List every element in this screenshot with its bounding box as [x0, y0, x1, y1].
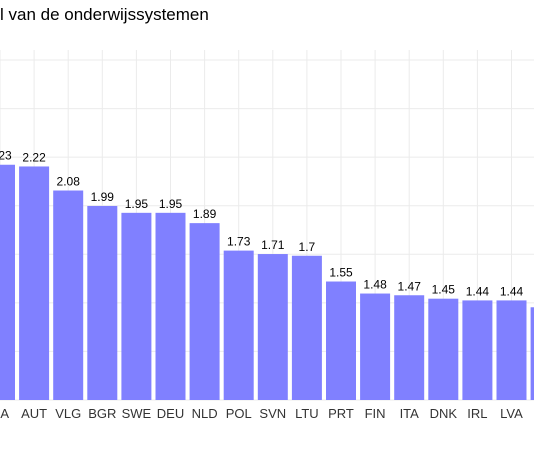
x-tick-label: RA	[0, 406, 9, 421]
bar	[428, 298, 459, 400]
chart-title: l van de onderwijssystemen	[0, 5, 209, 24]
bar	[189, 223, 220, 400]
bar	[530, 307, 534, 400]
x-tick-label: SWE	[122, 406, 152, 421]
value-label: 1.47	[398, 279, 422, 293]
bar	[87, 205, 118, 400]
x-tick-label: DEU	[157, 406, 184, 421]
value-label: 1.45	[432, 283, 456, 297]
bar	[257, 254, 288, 400]
x-tick-label: NLD	[192, 406, 218, 421]
x-tick-label: BGR	[88, 406, 116, 421]
bar	[53, 190, 84, 400]
bar	[360, 293, 391, 400]
bar	[155, 212, 186, 400]
bar	[291, 255, 322, 400]
bar	[223, 250, 254, 400]
x-tick-label: POL	[226, 406, 252, 421]
x-tick-label: AUT	[21, 406, 47, 421]
value-label: 1.44	[500, 284, 524, 298]
value-label: 1.89	[193, 207, 217, 221]
bar	[19, 166, 50, 400]
value-label: 2.08	[57, 175, 81, 189]
value-label: 1.73	[227, 235, 251, 249]
bar	[394, 295, 425, 400]
value-label: 1.44	[466, 284, 490, 298]
value-label: 2.22	[22, 150, 46, 164]
x-tick-label: PRT	[328, 406, 354, 421]
x-tick-label: IRL	[467, 406, 487, 421]
bar	[462, 300, 493, 400]
value-label: 1.71	[261, 238, 285, 252]
value-label: 1.95	[125, 197, 149, 211]
x-tick-label: FIN	[365, 406, 386, 421]
value-label: 1.48	[363, 278, 387, 292]
bar	[121, 212, 152, 400]
x-tick-label: SVN	[259, 406, 286, 421]
bar	[326, 281, 356, 400]
x-tick-label: LTU	[295, 406, 319, 421]
bar	[496, 300, 527, 400]
value-label: 1.7	[299, 240, 316, 254]
value-label: 2.23	[0, 149, 12, 163]
bar	[0, 164, 15, 400]
value-label: 1.99	[91, 190, 115, 204]
x-tick-label: LVA	[500, 406, 523, 421]
x-tick-label: DNK	[430, 406, 458, 421]
value-label: 1.95	[159, 197, 183, 211]
value-label: 1.55	[329, 266, 353, 280]
x-tick-label: ITA	[400, 406, 420, 421]
x-tick-label: VLG	[55, 406, 81, 421]
